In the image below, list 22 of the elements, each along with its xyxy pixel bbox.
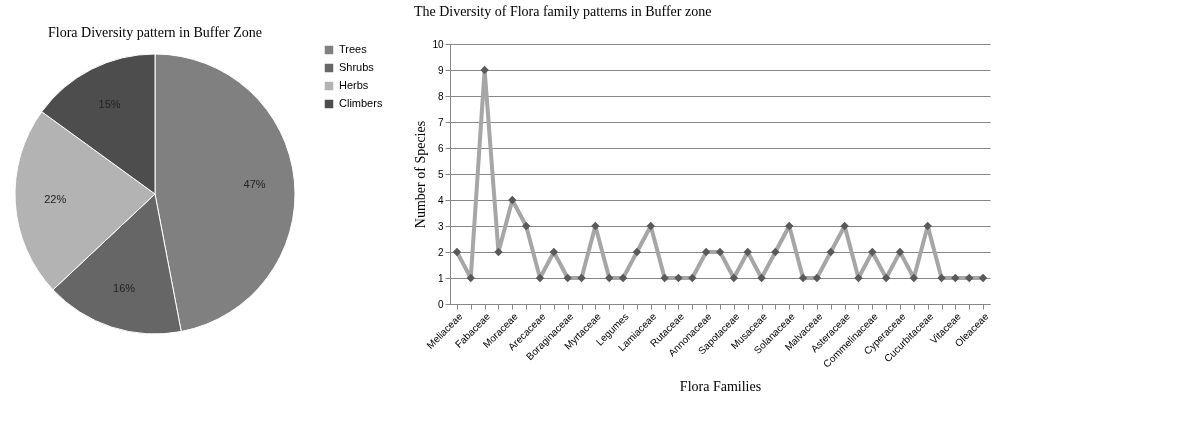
legend-label: Shrubs xyxy=(339,61,375,73)
y-tick-label: 5 xyxy=(437,168,444,180)
y-tick-label: 7 xyxy=(437,116,444,128)
y-tick-label: 9 xyxy=(437,64,444,76)
y-tick-label: 6 xyxy=(437,142,444,154)
y-tick-label: 0 xyxy=(437,298,444,310)
y-tick-label: 1 xyxy=(437,272,444,284)
y-tick-label: 10 xyxy=(432,38,444,50)
legend-label: Climbers xyxy=(339,97,383,109)
data-label: 47% xyxy=(243,177,266,190)
y-tick-label: 8 xyxy=(437,90,444,102)
data-label: 16% xyxy=(113,282,136,295)
chart-title: Flora Diversity pattern in Buffer Zone xyxy=(48,25,262,40)
chart-title: The Diversity of Flora family patterns in Buffer zone xyxy=(413,4,712,19)
legend-label: Herbs xyxy=(339,79,369,91)
y-tick-label: 2 xyxy=(437,246,444,258)
x-axis-title: Flora Families xyxy=(679,378,762,394)
y-tick-label: 3 xyxy=(437,220,444,232)
y-axis-title: Number of Species xyxy=(413,120,429,229)
legend-label: Trees xyxy=(339,43,368,55)
y-tick-label: 4 xyxy=(437,194,444,206)
data-label: 22% xyxy=(44,193,67,206)
